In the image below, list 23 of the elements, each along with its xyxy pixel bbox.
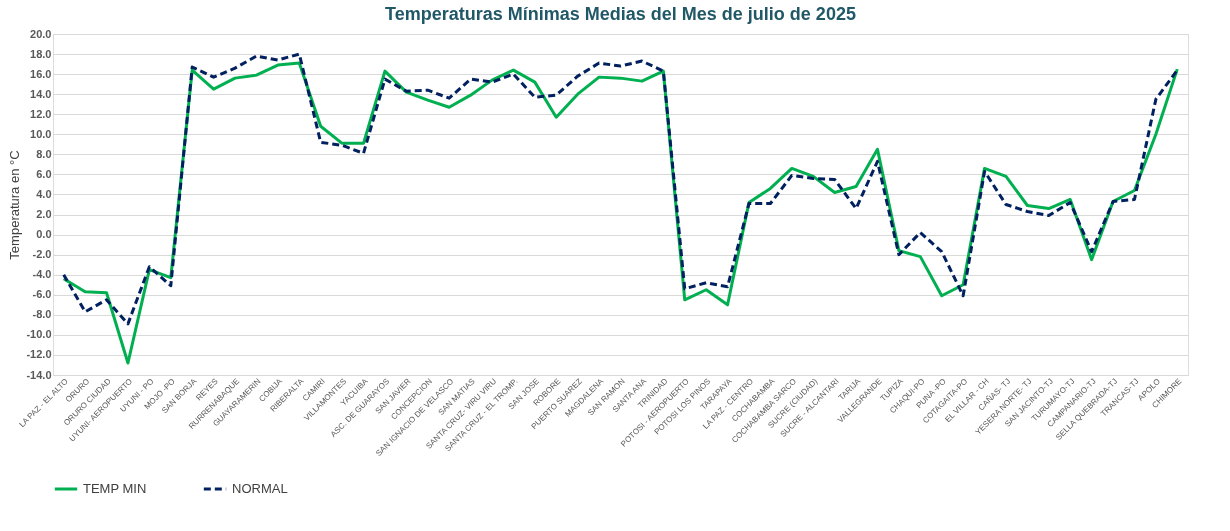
y-tick-label: -14.0: [26, 368, 52, 381]
y-tick-label: -8.0: [32, 308, 52, 321]
y-tick-label: 18.0: [30, 47, 52, 60]
y-tick-label: -12.0: [26, 348, 52, 361]
y-tick-label: 14.0: [30, 87, 52, 100]
y-axis-title: Temperatura en °C: [7, 150, 23, 260]
legend-label: TEMP MIN: [83, 481, 147, 496]
y-tick-label: -2.0: [32, 248, 52, 261]
y-tick-label: 10.0: [30, 127, 52, 140]
y-tick-label: 0.0: [36, 228, 52, 241]
y-tick-label: -6.0: [32, 288, 52, 301]
y-tick-label: 6.0: [36, 167, 52, 180]
y-tick-label: 2.0: [36, 208, 52, 221]
y-tick-label: 12.0: [30, 107, 52, 120]
line-series: [62, 52, 1179, 326]
y-tick-label: -10.0: [26, 328, 52, 341]
y-tick-label: 4.0: [36, 187, 52, 200]
chart-title: Temperaturas Mínimas Medias del Mes de julio de 2025: [385, 4, 856, 24]
y-tick-label: 8.0: [36, 147, 52, 160]
y-tick-label: 20.0: [30, 27, 52, 40]
y-tick-label: 16.0: [30, 67, 52, 80]
legend-label: NORMAL: [232, 481, 288, 496]
y-tick-label: -4.0: [32, 268, 52, 281]
